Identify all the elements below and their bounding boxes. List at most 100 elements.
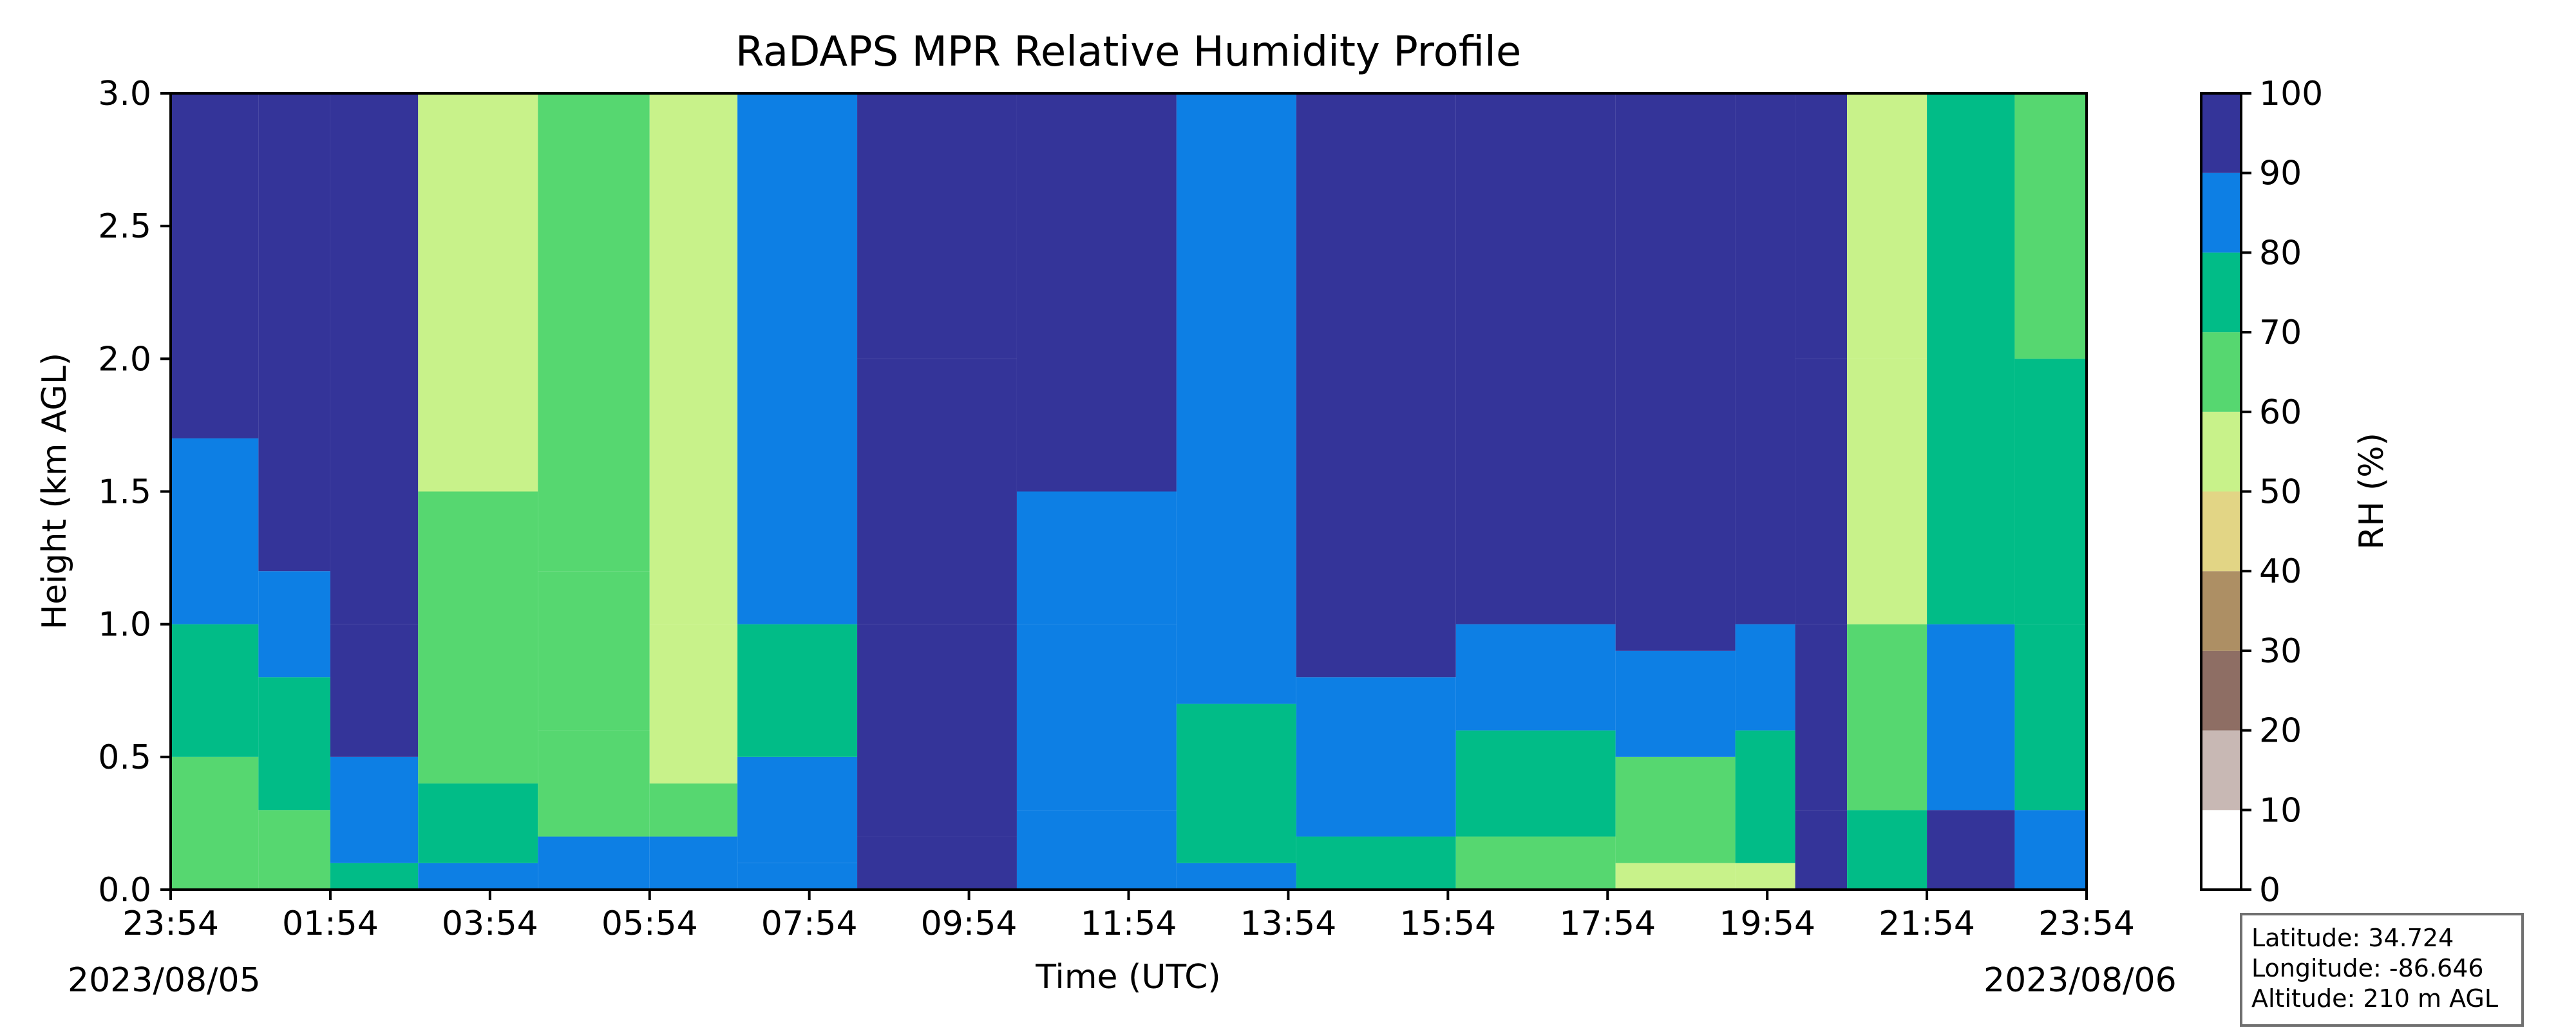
- rh-contour-field: [171, 93, 2087, 890]
- y-axis-label: Height (km AGL): [35, 353, 74, 630]
- rh-cell: [1927, 491, 2015, 624]
- y-tick-label: 1.0: [98, 606, 151, 644]
- x-tick-label: 15:54: [1399, 904, 1496, 943]
- colorbar-swatch: [2201, 411, 2241, 492]
- y-tick-label: 3.0: [98, 75, 151, 113]
- end-date-label: 2023/08/06: [1984, 961, 2177, 1000]
- colorbar-tick-label: 0: [2259, 871, 2280, 910]
- rh-cell: [649, 93, 738, 624]
- x-tick-label: 07:54: [761, 904, 858, 943]
- rh-cell: [1016, 93, 1177, 492]
- x-tick-label: 23:54: [2038, 904, 2135, 943]
- rh-cell: [330, 624, 419, 757]
- rh-cell: [538, 571, 650, 731]
- rh-cell: [1735, 93, 1795, 624]
- rh-cell: [737, 624, 858, 757]
- plot-area: [169, 92, 2088, 891]
- rh-cell: [1016, 624, 1177, 810]
- rh-cell: [1455, 624, 1616, 731]
- rh-cell: [2014, 624, 2087, 810]
- colorbar-tick-label: 80: [2259, 234, 2302, 272]
- rh-cell: [258, 571, 330, 678]
- rh-cell: [1455, 730, 1616, 837]
- station-info-box: Latitude: 34.724 Longitude: -86.646 Alti…: [2240, 913, 2524, 1027]
- colorbar-tick-label: 60: [2259, 393, 2302, 432]
- rh-cell: [649, 624, 738, 784]
- colorbar-swatch: [2201, 730, 2241, 810]
- rh-cell: [538, 836, 650, 890]
- rh-cell: [1847, 624, 1927, 810]
- rh-cell: [737, 863, 858, 890]
- rh-cell: [1927, 93, 2015, 492]
- y-tick-label: 1.5: [98, 473, 151, 512]
- rh-cell: [330, 863, 419, 890]
- rh-cell: [171, 624, 259, 757]
- rh-cell: [857, 359, 1017, 624]
- rh-cell: [1615, 93, 1736, 651]
- rh-cell: [258, 677, 330, 810]
- rh-cell: [538, 93, 650, 572]
- rh-cell: [1615, 863, 1736, 890]
- rh-cell: [171, 756, 259, 890]
- rh-cell: [737, 756, 858, 863]
- chart-title: RaDAPS MPR Relative Humidity Profile: [735, 28, 1521, 76]
- rh-cell: [1847, 93, 1927, 359]
- y-tick-label: 0.5: [98, 738, 151, 777]
- rh-cell: [1795, 624, 1848, 810]
- rh-cell: [2014, 810, 2087, 890]
- rh-cell: [171, 438, 259, 624]
- rh-cell: [330, 93, 419, 624]
- rh-cell: [258, 93, 330, 572]
- rh-cell: [1847, 810, 1927, 890]
- y-axis: 0.0 0.5 1.0 1.5 2.0 2.5 3.0: [98, 75, 171, 910]
- rh-cell: [1016, 491, 1177, 624]
- rh-cell: [1296, 677, 1456, 837]
- rh-cell: [857, 836, 1017, 890]
- rh-cell: [1176, 491, 1296, 704]
- colorbar-swatch: [2201, 173, 2241, 253]
- x-tick-label: 13:54: [1240, 904, 1336, 943]
- rh-cell: [330, 756, 419, 863]
- rh-cell: [1615, 756, 1736, 863]
- rh-cell: [1455, 836, 1616, 890]
- y-tick-label: 0.0: [98, 871, 151, 910]
- colorbar-tick-label: 20: [2259, 712, 2302, 751]
- rh-cell: [1795, 810, 1848, 890]
- latitude-text: Latitude: 34.724: [2251, 924, 2454, 952]
- start-date-label: 2023/08/05: [68, 961, 261, 1000]
- rh-cell: [258, 810, 330, 890]
- x-tick-label: 19:54: [1719, 904, 1815, 943]
- colorbar-label: RH (%): [2353, 433, 2391, 550]
- x-tick-label: 01:54: [282, 904, 379, 943]
- rh-cell: [737, 93, 858, 624]
- longitude-text: Longitude: -86.646: [2251, 954, 2484, 982]
- colorbar-swatch: [2201, 810, 2241, 890]
- rh-cell: [418, 491, 538, 784]
- rh-cell: [857, 624, 1017, 837]
- x-axis: 23:54 01:54 03:54 05:54 07:54 09:54 11:54 13:54…: [122, 890, 2135, 943]
- rh-cell: [1296, 491, 1456, 678]
- x-tick-label: 23:54: [122, 904, 219, 943]
- rh-cell: [418, 783, 538, 863]
- x-tick-label: 03:54: [442, 904, 538, 943]
- colorbar-tick-label: 30: [2259, 632, 2302, 671]
- rh-cell: [1296, 836, 1456, 890]
- rh-cell: [1016, 810, 1177, 890]
- rh-cell: [418, 863, 538, 890]
- rh-cell: [649, 836, 738, 890]
- colorbar-tick-label: 90: [2259, 154, 2302, 193]
- y-tick-label: 2.0: [98, 340, 151, 379]
- x-tick-label: 11:54: [1081, 904, 1177, 943]
- rh-cell: [1176, 704, 1296, 863]
- rh-cell: [1735, 624, 1795, 731]
- colorbar-tick-label: 100: [2259, 75, 2323, 113]
- rh-cell: [1795, 93, 1848, 359]
- rh-cell: [857, 93, 1017, 359]
- colorbar-tick-label: 50: [2259, 473, 2302, 512]
- x-tick-label: 09:54: [921, 904, 1018, 943]
- rh-cell: [1176, 93, 1296, 492]
- colorbar: 0 10 20 30 40 50 60 70 80 90 100: [2200, 75, 2323, 910]
- rh-cell: [538, 730, 650, 837]
- rh-cell: [1847, 359, 1927, 624]
- rh-cell: [1795, 359, 1848, 624]
